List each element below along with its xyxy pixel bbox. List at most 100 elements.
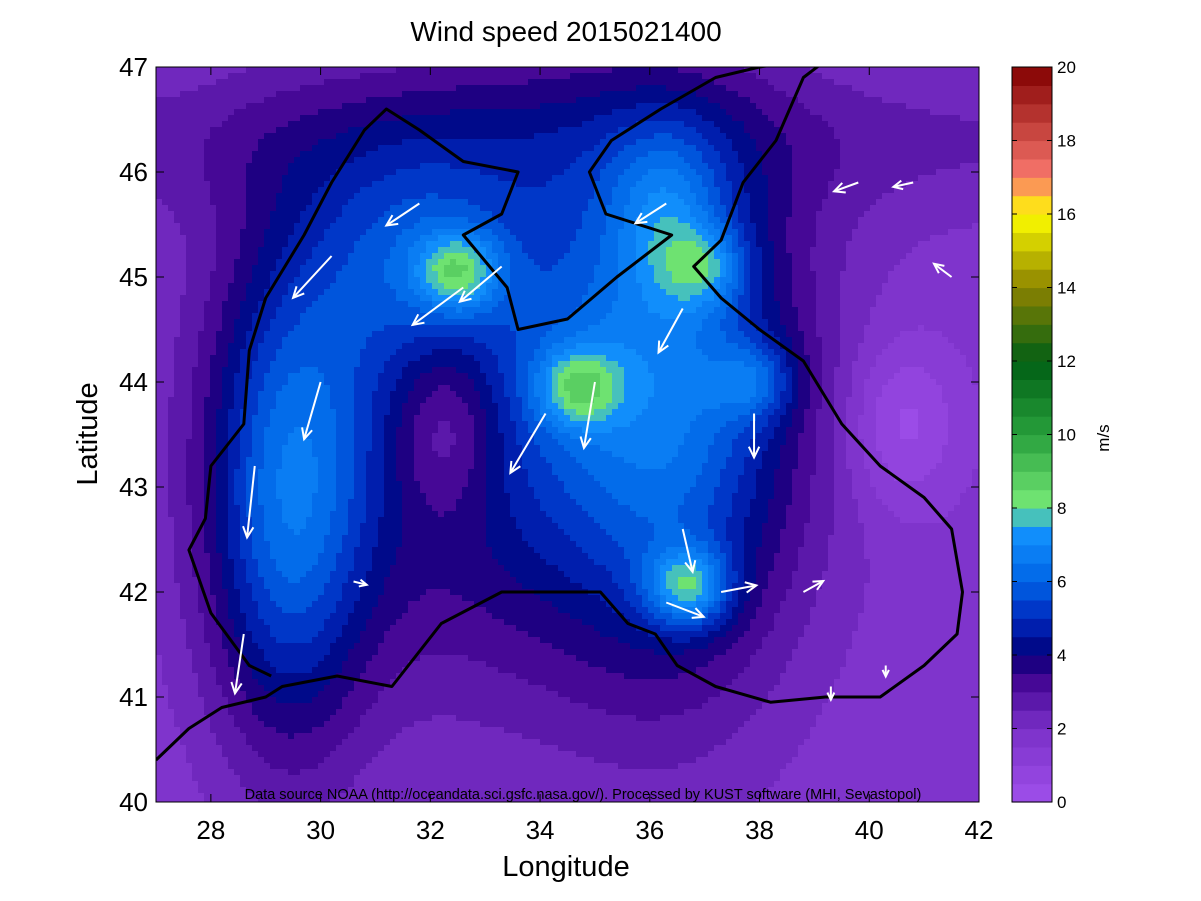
contour-cell	[258, 649, 265, 656]
contour-cell	[180, 385, 187, 392]
contour-cell	[342, 751, 349, 758]
contour-cell	[294, 535, 301, 542]
contour-cell	[246, 793, 253, 800]
contour-cell	[378, 691, 385, 698]
contour-cell	[198, 175, 205, 182]
contour-cell	[282, 301, 289, 308]
contour-cell	[168, 439, 175, 446]
contour-cell	[222, 451, 229, 458]
contour-cell	[330, 457, 337, 464]
contour-cell	[396, 127, 403, 134]
contour-cell	[378, 667, 385, 674]
contour-cell	[288, 553, 295, 560]
contour-cell	[360, 139, 367, 146]
contour-cell	[342, 583, 349, 590]
contour-cell	[174, 343, 181, 350]
contour-cell	[312, 175, 319, 182]
contour-cell	[306, 601, 313, 608]
contour-cell	[366, 391, 373, 398]
contour-cell	[336, 523, 343, 530]
contour-cell	[330, 325, 337, 332]
contour-cell	[372, 487, 379, 494]
contour-cell	[360, 685, 367, 692]
contour-cell	[300, 373, 307, 380]
contour-cell	[234, 277, 241, 284]
contour-cell	[354, 715, 361, 722]
contour-cell	[336, 625, 343, 632]
contour-cell	[336, 403, 343, 410]
contour-cell	[252, 511, 259, 518]
contour-cell	[156, 451, 163, 458]
contour-cell	[258, 793, 265, 800]
contour-cell	[384, 787, 391, 794]
contour-cell	[222, 223, 229, 230]
contour-cell	[174, 373, 181, 380]
contour-cell	[396, 469, 403, 476]
contour-cell	[390, 247, 397, 254]
contour-cell	[294, 643, 301, 650]
contour-cell	[318, 253, 325, 260]
contour-cell	[204, 547, 211, 554]
contour-cell	[240, 193, 247, 200]
contour-cell	[318, 295, 325, 302]
contour-cell	[360, 793, 367, 800]
contour-cell	[252, 205, 259, 212]
contour-cell	[276, 643, 283, 650]
contour-cell	[222, 361, 229, 368]
contour-cell	[216, 565, 223, 572]
contour-cell	[372, 739, 379, 746]
contour-cell	[174, 667, 181, 674]
contour-cell	[300, 379, 307, 386]
contour-cell	[156, 493, 163, 500]
contour-cell	[354, 235, 361, 242]
contour-cell	[282, 295, 289, 302]
contour-cell	[198, 169, 205, 176]
contour-cell	[318, 565, 325, 572]
contour-cell	[342, 397, 349, 404]
contour-cell	[294, 145, 301, 152]
contour-cell	[168, 103, 175, 110]
contour-cell	[252, 73, 259, 80]
contour-cell	[354, 73, 361, 80]
contour-cell	[276, 547, 283, 554]
contour-cell	[240, 241, 247, 248]
contour-cell	[360, 649, 367, 656]
contour-cell	[174, 481, 181, 488]
contour-cell	[342, 139, 349, 146]
contour-cell	[372, 607, 379, 614]
contour-cell	[210, 541, 217, 548]
contour-cell	[282, 259, 289, 266]
contour-cell	[168, 283, 175, 290]
contour-cell	[366, 583, 373, 590]
contour-cell	[330, 301, 337, 308]
contour-cell	[336, 649, 343, 656]
contour-cell	[246, 121, 253, 128]
contour-cell	[306, 385, 313, 392]
contour-cell	[294, 655, 301, 662]
contour-cell	[324, 553, 331, 560]
contour-cell	[330, 529, 337, 536]
contour-cell	[342, 601, 349, 608]
contour-cell	[222, 547, 229, 554]
contour-cell	[324, 631, 331, 638]
contour-cell	[306, 391, 313, 398]
contour-cell	[360, 217, 367, 224]
contour-cell	[210, 487, 217, 494]
contour-cell	[324, 391, 331, 398]
contour-cell	[294, 619, 301, 626]
contour-cell	[204, 109, 211, 116]
contour-cell	[360, 511, 367, 518]
contour-cell	[264, 631, 271, 638]
contour-cell	[198, 211, 205, 218]
contour-cell	[174, 691, 181, 698]
contour-cell	[300, 151, 307, 158]
contour-cell	[264, 715, 271, 722]
contour-cell	[222, 199, 229, 206]
contour-cell	[366, 565, 373, 572]
contour-cell	[240, 367, 247, 374]
contour-cell	[372, 799, 379, 802]
contour-cell	[216, 223, 223, 230]
contour-cell	[390, 127, 397, 134]
contour-cell	[324, 661, 331, 668]
contour-cell	[252, 607, 259, 614]
